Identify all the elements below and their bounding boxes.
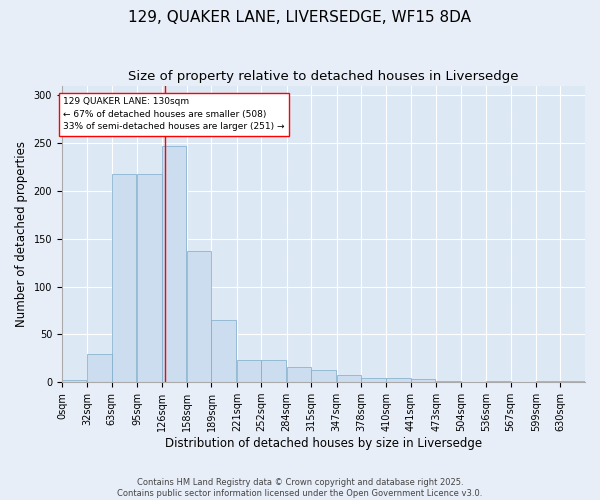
Bar <box>161 146 186 382</box>
Text: Contains HM Land Registry data © Crown copyright and database right 2025.
Contai: Contains HM Land Registry data © Crown c… <box>118 478 482 498</box>
Bar <box>62 380 86 382</box>
Text: 129 QUAKER LANE: 130sqm
← 67% of detached houses are smaller (508)
33% of semi-d: 129 QUAKER LANE: 130sqm ← 67% of detache… <box>64 97 285 131</box>
Bar <box>386 378 411 382</box>
Bar <box>87 354 112 382</box>
Bar <box>411 380 436 382</box>
Bar <box>287 367 311 382</box>
Bar <box>262 360 286 382</box>
Bar <box>187 251 211 382</box>
Bar <box>337 374 361 382</box>
Bar <box>361 378 386 382</box>
X-axis label: Distribution of detached houses by size in Liversedge: Distribution of detached houses by size … <box>165 437 482 450</box>
Text: 129, QUAKER LANE, LIVERSEDGE, WF15 8DA: 129, QUAKER LANE, LIVERSEDGE, WF15 8DA <box>128 10 472 25</box>
Title: Size of property relative to detached houses in Liversedge: Size of property relative to detached ho… <box>128 70 519 83</box>
Y-axis label: Number of detached properties: Number of detached properties <box>15 141 28 327</box>
Bar <box>311 370 336 382</box>
Bar <box>211 320 236 382</box>
Bar <box>112 174 136 382</box>
Bar <box>237 360 262 382</box>
Bar <box>137 174 161 382</box>
